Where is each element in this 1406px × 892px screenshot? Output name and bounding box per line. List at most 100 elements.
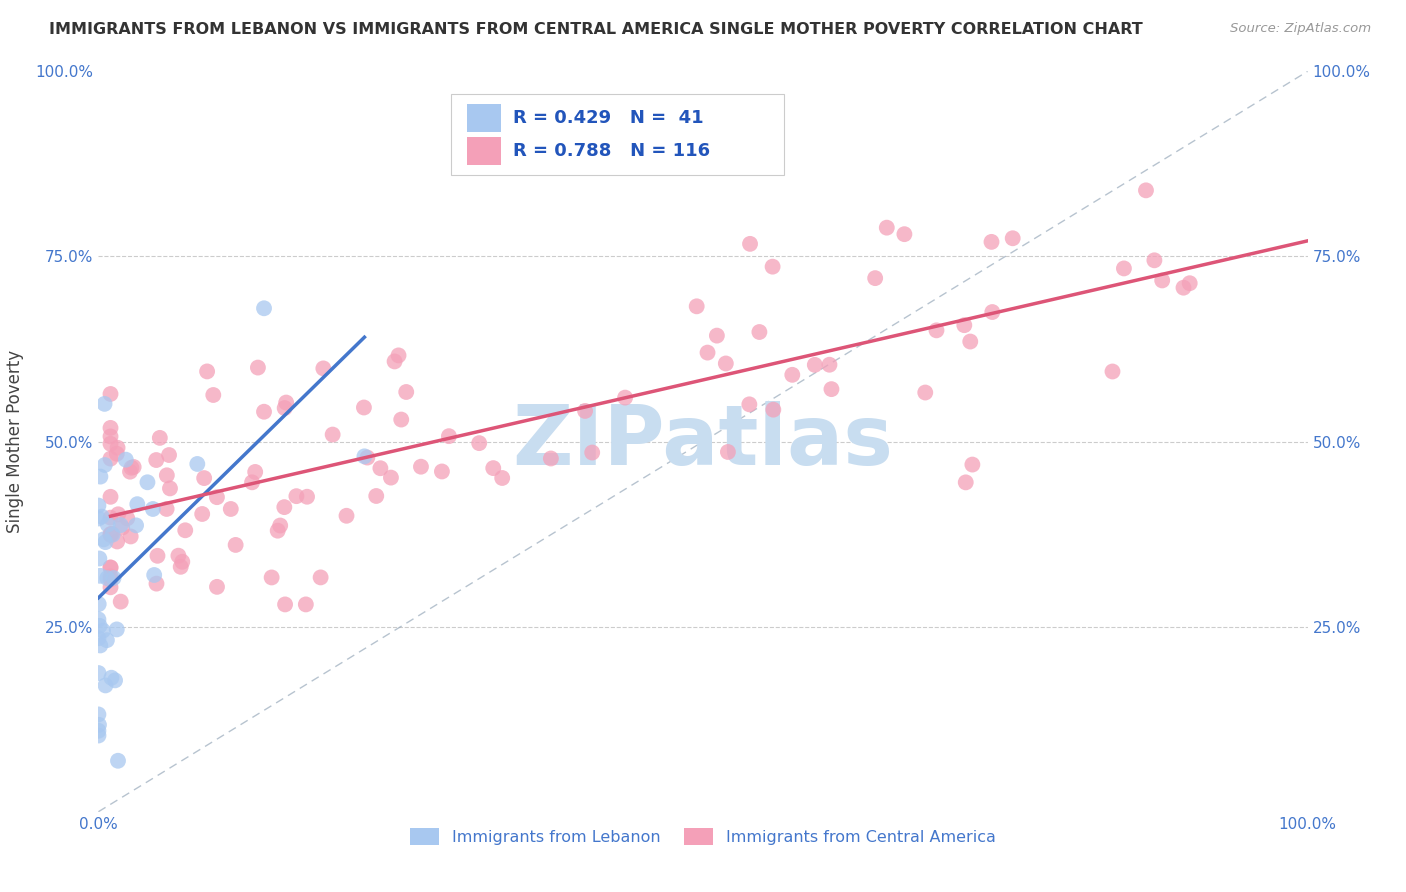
Point [110,518,132,533]
Point [276,395,298,409]
Point [89,569,111,583]
Point [104,673,127,688]
Point [686,299,709,313]
Point [100,560,122,574]
Point [959,334,981,349]
Point [172,555,194,569]
Point [1135,183,1157,197]
Point [110,594,132,608]
Point [574,404,596,418]
Point [87,597,110,611]
Point [100,580,122,594]
Text: R = 0.429   N =  41: R = 0.429 N = 41 [513,109,704,127]
Point [274,598,297,612]
Point [156,468,179,483]
Point [893,227,915,242]
Point [100,387,122,401]
Point [93,533,115,547]
Point [89,551,111,566]
Point [322,427,344,442]
Point [717,445,740,459]
Point [273,401,295,415]
Point [876,220,898,235]
Point [335,508,357,523]
Point [409,459,432,474]
Point [205,580,228,594]
Point [101,527,124,541]
Point [1143,253,1166,268]
Point [491,471,513,485]
Point [1152,273,1174,287]
Point [953,318,976,333]
Point [219,502,242,516]
Point [87,723,110,738]
Point [540,451,562,466]
Point [202,388,225,402]
Point [111,520,134,534]
Point [97,517,120,532]
Point [127,497,149,511]
Point [863,271,886,285]
Point [191,507,214,521]
Point [925,323,948,337]
Point [96,633,118,648]
Point [157,448,180,462]
Point [253,301,276,316]
Point [696,345,718,359]
Y-axis label: Single Mother Poverty: Single Mother Poverty [7,350,24,533]
Point [103,571,125,585]
Point [100,451,122,466]
Point [581,445,603,459]
Point [782,368,804,382]
Point [107,754,129,768]
Point [159,482,181,496]
Point [145,453,167,467]
Point [149,431,172,445]
Point [955,475,977,490]
Point [174,523,197,537]
Point [246,360,269,375]
FancyBboxPatch shape [467,104,501,132]
Point [170,559,193,574]
Point [87,707,110,722]
Point [353,450,375,464]
Point [156,502,179,516]
Legend: Immigrants from Lebanon, Immigrants from Central America: Immigrants from Lebanon, Immigrants from… [404,822,1002,852]
Point [93,397,115,411]
Point [100,527,122,541]
Point [818,358,841,372]
Point [738,397,761,411]
Text: ZIPatlas: ZIPatlas [513,401,893,482]
Point [91,624,114,638]
Point [482,461,505,475]
Point [90,509,112,524]
Point [370,461,392,475]
Point [356,450,378,465]
Point [87,666,110,681]
Point [105,623,128,637]
Point [100,421,122,435]
Point [804,358,827,372]
Point [309,570,332,584]
Point [100,528,122,542]
Point [295,598,318,612]
Point [120,529,142,543]
Point [94,535,117,549]
Point [225,538,247,552]
Point [1101,364,1123,378]
Point [285,489,308,503]
Point [87,718,110,732]
Point [89,619,111,633]
Point [714,356,737,370]
Point [142,502,165,516]
Point [193,471,215,485]
Point [125,518,148,533]
Point [253,405,276,419]
Text: Source: ZipAtlas.com: Source: ZipAtlas.com [1230,22,1371,36]
Point [380,470,402,484]
Point [353,401,375,415]
Point [100,671,122,685]
Point [205,490,228,504]
Point [240,475,263,490]
Point [366,489,388,503]
